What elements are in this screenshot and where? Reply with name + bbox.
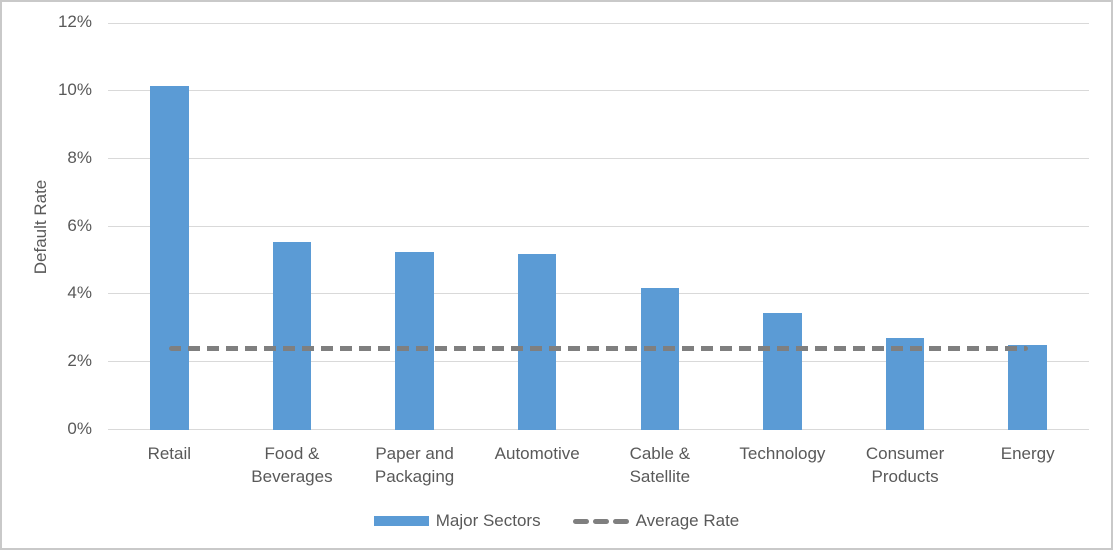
x-label-energy: Energy [1000,444,1055,463]
legend-label-average-rate: Average Rate [635,511,740,530]
y-tick-label-2pct: 2% [67,351,92,371]
major-sectors-bar-swatch-icon [373,516,429,526]
y-tick-label-10pct: 10% [57,79,92,99]
legend: Major Sectors Average Rate [2,509,1111,533]
y-tick-label-8pct: 8% [67,147,92,167]
y-tick-label-6pct: 6% [67,215,92,235]
bar-automotive [517,253,557,430]
y-tick-label-0pct: 0% [67,419,92,438]
x-axis-category-labels: Retail Food & Beverages Paper and Packagin… [108,442,1089,488]
bar-paper-and-packaging [395,251,434,430]
legend-item-major-sectors: Major Sectors [373,511,541,531]
bar-cable-satellite [640,287,680,430]
gridline-0pct [108,429,1089,430]
bar-consumer-products [885,338,925,430]
x-label-retail: Retail [147,444,192,463]
legend-label-major-sectors: Major Sectors [435,511,541,530]
plot-area [108,23,1089,430]
gridline-4pct [108,293,1089,295]
average-rate-dash-swatch-icon [572,518,629,524]
x-label-automotive: Automotive [494,444,580,463]
y-tick-label-12pct: 12% [57,12,92,31]
gridline-8pct [108,157,1089,159]
y-axis-tick-labels: 0% 2% 4% 6% 8% 10% 12% [2,13,92,438]
bar-energy [1008,345,1047,430]
average-rate-dashed-line [169,346,1028,352]
gridline-6pct [108,225,1089,227]
x-label-consumer-products: Consumer Products [865,444,945,486]
legend-item-average-rate: Average Rate [572,511,740,531]
x-label-cable-satellite: Cable & Satellite [629,444,691,486]
x-label-technology: Technology [739,444,826,463]
bar-food-beverages [272,241,312,430]
x-label-food-beverages: Food & Beverages [251,444,333,486]
bar-technology [763,313,802,430]
gridline-2pct [108,361,1089,363]
y-tick-label-4pct: 4% [67,283,92,303]
bar-retail [150,85,189,430]
x-label-paper-and-packaging: Paper and Packaging [374,444,455,486]
gridline-12pct [108,23,1089,24]
gridline-10pct [108,89,1089,91]
